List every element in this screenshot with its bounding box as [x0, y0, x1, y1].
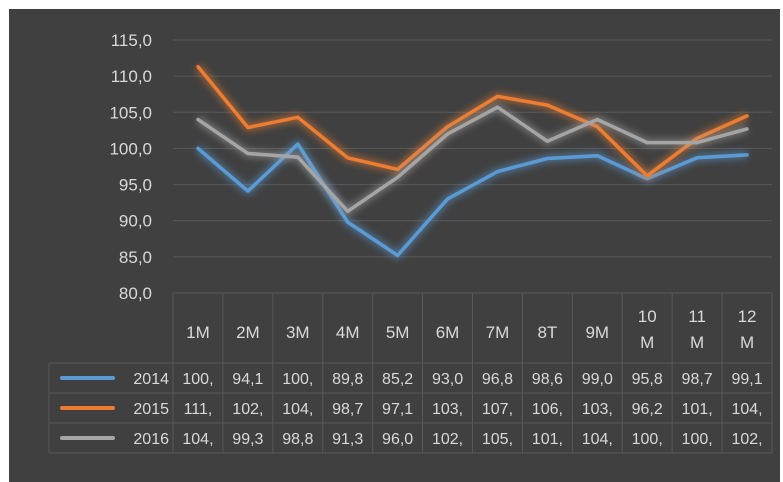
table-cell: 101, — [532, 431, 563, 448]
table-cell: 106, — [532, 401, 563, 418]
table-cell: 102, — [731, 431, 762, 448]
x-tick-label: 10 — [638, 307, 657, 326]
table-cell: 104, — [182, 431, 213, 448]
table-cell: 93,0 — [432, 371, 463, 388]
y-tick-label: 90,0 — [119, 212, 152, 231]
series-line-2016 — [196, 105, 749, 214]
table-cell: 107, — [482, 401, 513, 418]
table-cell: 100, — [282, 371, 313, 388]
series-line-2014 — [196, 142, 749, 258]
table-cell: 105, — [482, 431, 513, 448]
table-cell: 103, — [432, 401, 463, 418]
table-cell: 100, — [632, 431, 663, 448]
table-cell: 98,6 — [532, 371, 563, 388]
y-tick-label: 105,0 — [109, 103, 152, 122]
x-tick-label: 9M — [585, 323, 609, 342]
y-tick-label: 115,0 — [111, 31, 152, 50]
x-tick-label: M — [640, 333, 654, 352]
legend-label: 2014 — [133, 371, 169, 388]
x-tick-label: 11 — [688, 307, 706, 326]
table-cell: 101, — [682, 401, 713, 418]
x-tick-label: M — [740, 333, 754, 352]
table-cell: 99,3 — [232, 431, 263, 448]
x-tick-label: 7M — [486, 323, 510, 342]
x-tick-label: 8T — [537, 323, 557, 342]
table-cell: 96,8 — [482, 371, 513, 388]
x-tick-label: M — [690, 333, 704, 352]
table-cell: 89,8 — [332, 371, 363, 388]
line-chart: 80,0 85,0 90,0 95,0 100,0 105,0 110,0 115,0 1M 2… — [48, 31, 773, 454]
y-tick-label: 80,0 — [119, 284, 152, 303]
legend-label: 2015 — [133, 401, 169, 418]
table-cell: 98,7 — [332, 401, 363, 418]
table-cell: 102, — [232, 401, 263, 418]
table-cell: 102, — [432, 431, 463, 448]
table-cell: 97,1 — [382, 401, 413, 418]
y-tick-label: 110,0 — [111, 67, 152, 86]
table-cell: 98,7 — [682, 371, 713, 388]
table-cell: 95,8 — [632, 371, 663, 388]
x-tick-label: 12 — [738, 307, 757, 326]
table-cell: 104, — [731, 401, 762, 418]
table-cell: 94,1 — [232, 371, 263, 388]
table-cell: 100, — [182, 371, 213, 388]
table-cell: 104, — [282, 401, 313, 418]
table-cell: 99,0 — [582, 371, 613, 388]
table-cell: 104, — [582, 431, 613, 448]
table-cell: 99,1 — [731, 371, 762, 388]
table-cell: 98,8 — [282, 431, 313, 448]
x-tick-label: 2M — [236, 323, 260, 342]
x-tick-label: 5M — [386, 323, 410, 342]
x-tick-label: 4M — [336, 323, 360, 342]
table-cell: 91,3 — [332, 431, 363, 448]
chart-area: 80,0 85,0 90,0 95,0 100,0 105,0 110,0 115,0 1M 2… — [9, 9, 780, 482]
table-cell: 103, — [582, 401, 613, 418]
table-cell: 111, — [184, 401, 213, 418]
table-cell: 100, — [682, 431, 713, 448]
y-tick-label: 95,0 — [119, 176, 152, 195]
legend-label: 2016 — [133, 431, 169, 448]
table-cell: 96,0 — [382, 431, 413, 448]
y-tick-label: 85,0 — [119, 248, 152, 267]
table-cell: 96,2 — [632, 401, 663, 418]
table-cell: 85,2 — [382, 371, 413, 388]
x-tick-label: 3M — [286, 323, 310, 342]
series-line-2015 — [196, 64, 749, 178]
y-tick-label: 100,0 — [109, 139, 152, 158]
x-tick-label: 6M — [436, 323, 460, 342]
x-tick-label: 1M — [186, 323, 210, 342]
